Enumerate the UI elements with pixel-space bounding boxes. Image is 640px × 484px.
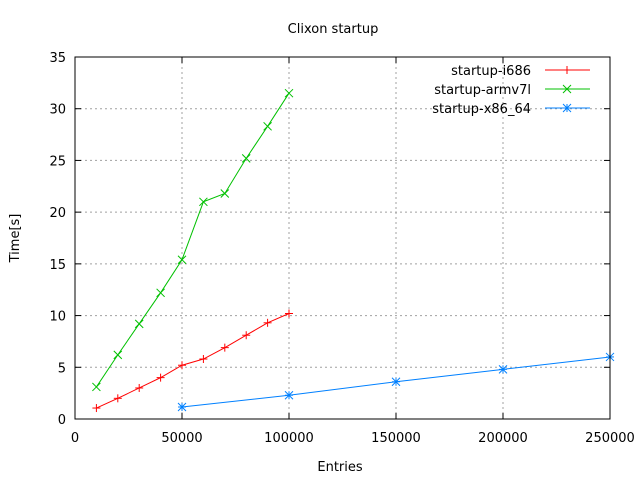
series-line	[96, 313, 290, 409]
x-tick-label: 0	[71, 431, 79, 446]
y-tick-label: 10	[49, 310, 66, 325]
x-tick-label: 100000	[264, 431, 314, 446]
series-startup-armv7l	[92, 88, 294, 392]
y-tick-label: 15	[49, 258, 66, 273]
series	[92, 88, 615, 413]
data-point	[113, 394, 122, 403]
data-point	[156, 373, 165, 382]
data-point-stroke	[199, 197, 208, 207]
data-point	[263, 318, 272, 327]
plot-frame	[74, 56, 611, 420]
data-point-stroke	[156, 288, 165, 298]
x-tick-label: 250000	[585, 431, 635, 446]
data-point	[134, 319, 144, 329]
x-tick-label: 200000	[478, 431, 528, 446]
legend-marker	[562, 103, 572, 113]
legend-marker-stroke	[562, 103, 572, 113]
legend-marker	[563, 66, 571, 74]
data-point	[241, 154, 251, 163]
y-tick-label: 25	[49, 154, 66, 169]
data-point-stroke	[92, 382, 101, 392]
ticks: 0 50000 100000 150000 200000 250000 0 5 10 15 20 25…	[49, 51, 634, 446]
legend-marker-stroke	[562, 84, 572, 94]
data-point	[156, 288, 165, 298]
data-point	[285, 309, 293, 318]
data-point	[177, 255, 187, 265]
y-tick-label: 5	[58, 361, 66, 376]
data-point-stroke	[134, 319, 144, 329]
data-point	[284, 88, 294, 98]
x-tick-label: 150000	[371, 431, 421, 446]
data-point	[92, 382, 101, 392]
chart-title: Clixon startup	[288, 22, 379, 37]
legend-marker	[562, 84, 572, 94]
data-point-stroke	[177, 402, 187, 412]
data-point	[113, 350, 123, 360]
y-tick-label: 0	[58, 413, 66, 428]
data-point	[242, 331, 251, 340]
data-point	[220, 189, 230, 198]
data-point-stroke	[498, 365, 508, 374]
data-point	[92, 404, 101, 413]
data-point-stroke	[263, 121, 272, 131]
legend-label: startup-i686	[451, 64, 531, 79]
data-point-stroke	[284, 390, 294, 400]
data-point	[178, 361, 186, 370]
data-point	[199, 355, 208, 364]
legend-label: startup-armv7l	[434, 83, 531, 98]
data-point	[177, 402, 187, 412]
series-line	[95, 92, 290, 388]
data-point	[220, 343, 229, 352]
data-point	[284, 390, 294, 400]
data-point	[199, 197, 208, 207]
data-point	[263, 121, 272, 131]
legend: startup-i686 startup-armv7l startup-x86_64	[432, 64, 590, 117]
data-point-stroke	[220, 189, 230, 198]
data-point	[135, 383, 144, 392]
data-point	[391, 377, 401, 387]
series-startup-i686	[92, 309, 293, 413]
data-point-stroke	[241, 154, 251, 163]
data-point-stroke	[113, 350, 123, 360]
y-tick-label: 35	[49, 51, 66, 66]
y-tick-label: 30	[49, 103, 66, 118]
legend-label: startup-x86_64	[432, 102, 531, 117]
data-point-stroke	[391, 377, 401, 387]
y-tick-label: 20	[49, 206, 66, 221]
data-point-stroke	[177, 255, 187, 265]
x-tick-label: 50000	[161, 431, 202, 446]
y-axis-label: Time[s]	[8, 214, 23, 264]
x-axis-label: Entries	[317, 460, 363, 475]
data-point	[498, 365, 508, 374]
data-point-stroke	[284, 88, 294, 98]
